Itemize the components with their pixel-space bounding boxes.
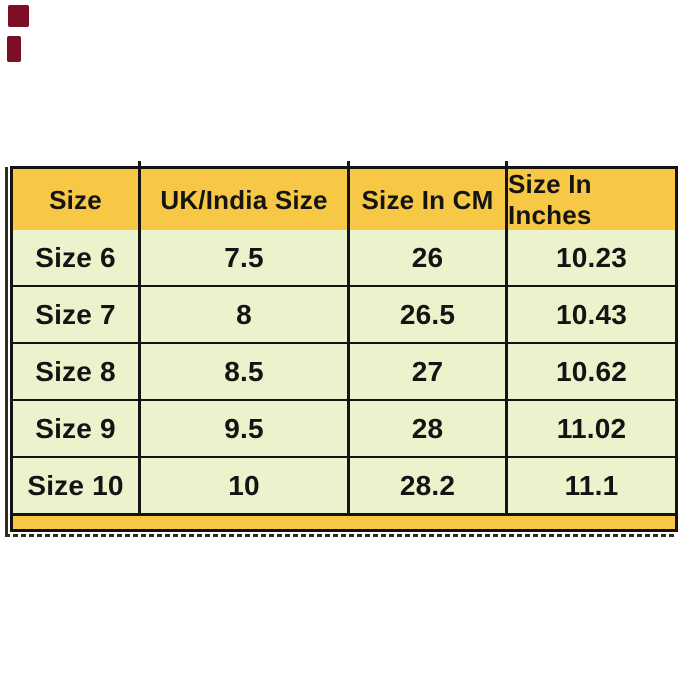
cell-size-cm: 26.5 [350,287,508,342]
logo-fragment-mark [8,5,29,27]
cell-size-label: Size 10 [13,458,141,513]
table-header-row: Size UK/India Size Size In CM Size In In… [13,169,675,231]
table-row: Size 9 9.5 28 11.02 [13,399,675,456]
table-shadow-left [5,167,8,536]
cell-size-label: Size 6 [13,230,141,285]
column-header-size-in-inches: Size In Inches [508,169,675,231]
table-row: Size 6 7.5 26 10.23 [13,230,675,285]
table-row: Size 7 8 26.5 10.43 [13,285,675,342]
divider-tick [347,161,350,169]
cell-size-cm: 28.2 [350,458,508,513]
cell-size-label: Size 9 [13,401,141,456]
column-header-uk-india-size: UK/India Size [141,169,350,231]
cell-size-label: Size 7 [13,287,141,342]
table-footer-strip [13,513,675,529]
table-row: Size 10 10 28.2 11.1 [13,456,675,513]
cell-size-label: Size 8 [13,344,141,399]
column-header-size-in-cm: Size In CM [350,169,508,231]
column-header-size: Size [13,169,141,231]
table-shadow-bottom [5,534,676,537]
cell-uk-india-size: 9.5 [141,401,350,456]
cell-size-cm: 28 [350,401,508,456]
cell-size-inches: 11.02 [508,401,675,456]
divider-tick [138,161,141,169]
cell-size-cm: 26 [350,230,508,285]
cell-uk-india-size: 7.5 [141,230,350,285]
cell-size-inches: 10.23 [508,230,675,285]
divider-tick [505,161,508,169]
logo-fragment-mark [7,36,21,62]
cell-size-inches: 10.43 [508,287,675,342]
cell-size-cm: 27 [350,344,508,399]
cell-size-inches: 10.62 [508,344,675,399]
cell-uk-india-size: 8.5 [141,344,350,399]
cell-size-inches: 11.1 [508,458,675,513]
cell-uk-india-size: 10 [141,458,350,513]
table-row: Size 8 8.5 27 10.62 [13,342,675,399]
size-chart-table: Size UK/India Size Size In CM Size In In… [5,161,678,537]
cell-uk-india-size: 8 [141,287,350,342]
